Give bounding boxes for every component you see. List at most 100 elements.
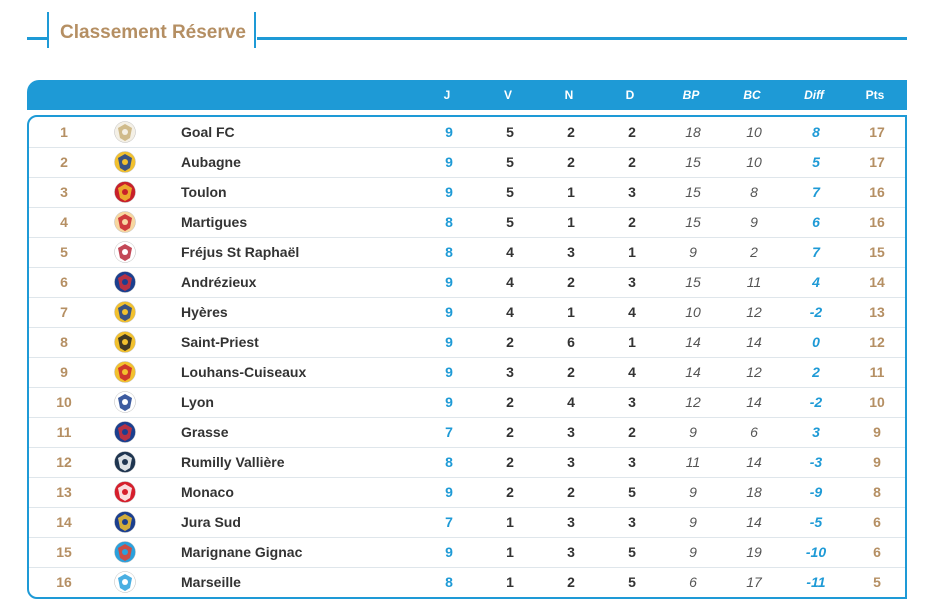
points-cell: 8 (873, 484, 881, 500)
table-row: 9 9 3 2 4 14 12 2 11 Louhans-Cuiseaux (29, 357, 905, 388)
header-goals-for: BP (682, 88, 700, 102)
goal-difference-cell: -3 (809, 454, 823, 470)
title-decoration-line (27, 37, 47, 40)
drawn-cell: 3 (567, 514, 575, 530)
drawn-cell: 1 (567, 214, 575, 230)
goals-against-cell: 8 (750, 184, 758, 200)
lost-cell: 4 (628, 304, 636, 320)
table-row: 16 8 1 2 5 6 17 -11 5 Marseille (29, 567, 905, 597)
lost-cell: 5 (628, 484, 636, 500)
section-title-bar: Classement Réserve (27, 12, 907, 52)
goals-for-cell: 14 (685, 334, 701, 350)
won-cell: 5 (506, 214, 514, 230)
grasse-logo (114, 421, 136, 443)
table-row: 14 7 1 3 3 9 14 -5 6 Jura Sud (29, 507, 905, 538)
rank-cell: 12 (56, 454, 72, 470)
drawn-cell: 2 (567, 274, 575, 290)
won-cell: 4 (506, 244, 514, 260)
won-cell: 1 (506, 544, 514, 560)
table-row: 2 9 5 2 2 15 10 5 17 Aubagne (29, 147, 905, 178)
goals-for-cell: 10 (685, 304, 701, 320)
monaco-logo (114, 481, 136, 503)
rank-cell: 15 (56, 544, 72, 560)
points-cell: 9 (873, 424, 881, 440)
points-cell: 6 (873, 544, 881, 560)
lost-cell: 2 (628, 124, 636, 140)
played-cell: 9 (445, 544, 453, 560)
team-name: Louhans-Cuiseaux (181, 364, 307, 380)
goals-against-cell: 11 (746, 274, 762, 290)
jura-sud-logo (114, 511, 136, 533)
goal-difference-cell: -10 (805, 544, 827, 560)
played-cell: 9 (445, 364, 453, 380)
goals-against-cell: 14 (746, 394, 762, 410)
goals-for-cell: 12 (685, 394, 701, 410)
goals-against-cell: 9 (750, 214, 758, 230)
table-row: 12 8 2 3 3 11 14 -3 9 Rumilly Vallière (29, 447, 905, 478)
team-name: Jura Sud (181, 514, 241, 530)
andrezieux-logo (114, 271, 136, 293)
team-name: Martigues (181, 214, 248, 230)
frejus-logo (114, 241, 136, 263)
table-row: 13 9 2 2 5 9 18 -9 8 Monaco (29, 477, 905, 508)
played-cell: 7 (445, 424, 453, 440)
lyon-logo (114, 391, 136, 413)
table-row: 15 9 1 3 5 9 19 -10 6 Marignane Gignac (29, 537, 905, 568)
lost-cell: 5 (628, 574, 636, 590)
team-name: Fréjus St Raphaël (181, 244, 300, 260)
rank-cell: 7 (60, 304, 68, 320)
goals-against-cell: 10 (746, 124, 762, 140)
louhans-cuiseaux-logo (114, 361, 136, 383)
toulon-logo (114, 181, 136, 203)
team-name: Monaco (181, 484, 234, 500)
points-cell: 15 (869, 244, 885, 260)
header-won: V (503, 88, 512, 102)
played-cell: 9 (445, 304, 453, 320)
goals-for-cell: 15 (685, 154, 701, 170)
goals-against-cell: 14 (746, 334, 762, 350)
title-decoration-bar (254, 12, 256, 48)
goals-for-cell: 9 (689, 244, 697, 260)
goals-for-cell: 15 (685, 274, 701, 290)
played-cell: 9 (445, 124, 453, 140)
rank-cell: 9 (60, 364, 68, 380)
goal-difference-cell: 7 (812, 244, 820, 260)
drawn-cell: 3 (567, 454, 575, 470)
drawn-cell: 2 (567, 484, 575, 500)
rank-cell: 14 (56, 514, 72, 530)
team-name: Aubagne (181, 154, 241, 170)
points-cell: 13 (869, 304, 885, 320)
table-row: 5 8 4 3 1 9 2 7 15 Fréjus St Raphaël (29, 237, 905, 268)
goals-for-cell: 9 (689, 544, 697, 560)
played-cell: 8 (445, 214, 453, 230)
table-row: 1 9 5 2 2 18 10 8 17 Goal FC (29, 117, 905, 148)
table-row: 7 9 4 1 4 10 12 -2 13 Hyères (29, 297, 905, 328)
table-header: J V N D BP BC Diff Pts (27, 80, 907, 110)
rank-cell: 10 (56, 394, 72, 410)
played-cell: 9 (445, 394, 453, 410)
goal-difference-cell: 8 (812, 124, 820, 140)
goals-against-cell: 17 (746, 574, 762, 590)
goals-against-cell: 2 (750, 244, 758, 260)
goals-for-cell: 15 (685, 214, 701, 230)
marignane-gignac-logo (114, 541, 136, 563)
goals-for-cell: 9 (689, 484, 697, 500)
rank-cell: 1 (60, 124, 68, 140)
goal-difference-cell: 0 (812, 334, 820, 350)
goals-for-cell: 15 (685, 184, 701, 200)
won-cell: 2 (506, 454, 514, 470)
table-row: 8 9 2 6 1 14 14 0 12 Saint-Priest (29, 327, 905, 358)
lost-cell: 1 (628, 244, 636, 260)
points-cell: 12 (869, 334, 885, 350)
won-cell: 5 (506, 124, 514, 140)
goals-against-cell: 14 (746, 454, 762, 470)
drawn-cell: 2 (567, 574, 575, 590)
lost-cell: 2 (628, 154, 636, 170)
points-cell: 9 (873, 454, 881, 470)
lost-cell: 3 (628, 184, 636, 200)
lost-cell: 3 (628, 514, 636, 530)
won-cell: 3 (506, 364, 514, 380)
martigues-logo (114, 211, 136, 233)
won-cell: 2 (506, 484, 514, 500)
goal-difference-cell: -2 (809, 394, 823, 410)
